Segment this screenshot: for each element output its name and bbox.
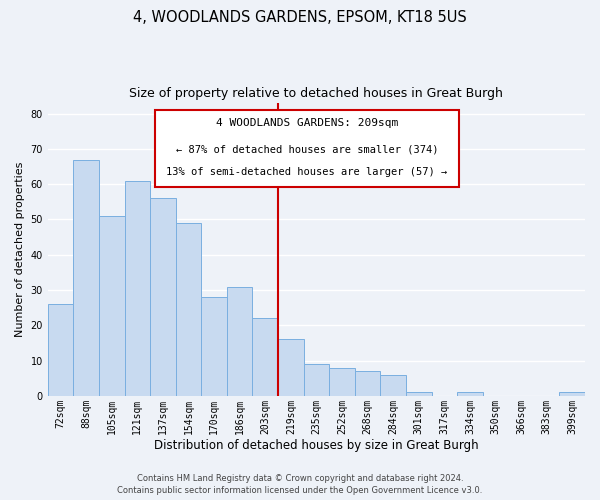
- Text: ← 87% of detached houses are smaller (374): ← 87% of detached houses are smaller (37…: [176, 144, 438, 154]
- Bar: [253, 318, 278, 396]
- Bar: [329, 368, 355, 396]
- Bar: [406, 392, 431, 396]
- Bar: [278, 340, 304, 396]
- Y-axis label: Number of detached properties: Number of detached properties: [15, 162, 25, 337]
- Bar: [73, 160, 99, 396]
- Bar: [227, 286, 253, 396]
- Bar: [99, 216, 125, 396]
- Bar: [150, 198, 176, 396]
- Bar: [125, 180, 150, 396]
- Bar: [457, 392, 482, 396]
- Text: 13% of semi-detached houses are larger (57) →: 13% of semi-detached houses are larger (…: [166, 168, 448, 177]
- Bar: [48, 304, 73, 396]
- Text: 4, WOODLANDS GARDENS, EPSOM, KT18 5US: 4, WOODLANDS GARDENS, EPSOM, KT18 5US: [133, 10, 467, 25]
- Bar: [176, 223, 201, 396]
- FancyBboxPatch shape: [155, 110, 459, 186]
- Text: 4 WOODLANDS GARDENS: 209sqm: 4 WOODLANDS GARDENS: 209sqm: [216, 118, 398, 128]
- Bar: [380, 374, 406, 396]
- Text: Contains HM Land Registry data © Crown copyright and database right 2024.
Contai: Contains HM Land Registry data © Crown c…: [118, 474, 482, 495]
- Bar: [304, 364, 329, 396]
- Bar: [355, 371, 380, 396]
- X-axis label: Distribution of detached houses by size in Great Burgh: Distribution of detached houses by size …: [154, 440, 479, 452]
- Title: Size of property relative to detached houses in Great Burgh: Size of property relative to detached ho…: [130, 88, 503, 101]
- Bar: [559, 392, 585, 396]
- Bar: [201, 297, 227, 396]
